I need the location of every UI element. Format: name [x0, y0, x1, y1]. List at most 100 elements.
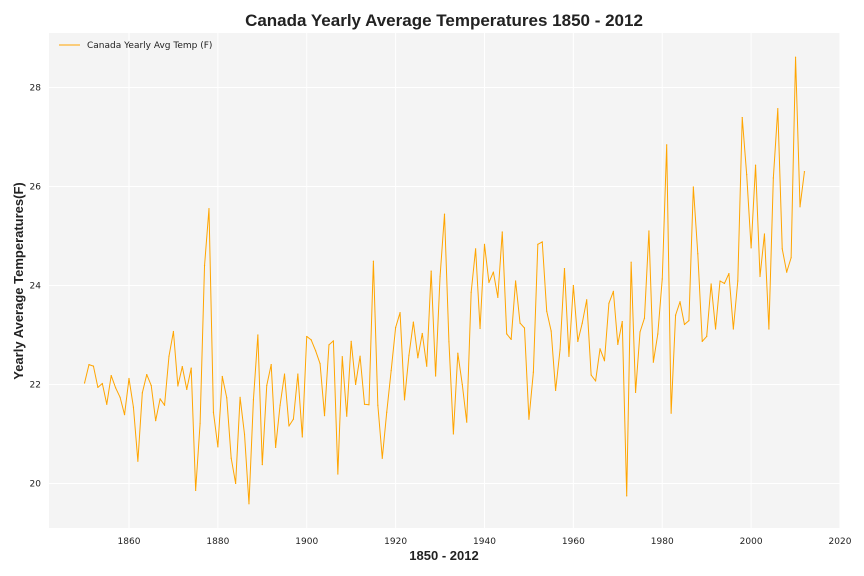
- data-point: [252, 399, 255, 401]
- data-point: [306, 335, 308, 338]
- data-point: [568, 355, 570, 357]
- data-point: [190, 367, 192, 369]
- data-point: [390, 369, 392, 372]
- x-tick-label: 2000: [740, 537, 763, 547]
- data-point: [301, 436, 303, 438]
- data-point: [714, 328, 717, 330]
- data-point: [546, 310, 548, 312]
- x-tick-label: 1860: [118, 537, 141, 547]
- y-tick-label: 26: [30, 182, 42, 192]
- data-point: [515, 280, 517, 282]
- data-point: [781, 248, 783, 250]
- data-point: [732, 328, 734, 330]
- data-point: [492, 271, 494, 273]
- data-point: [83, 382, 86, 384]
- data-point: [746, 173, 748, 176]
- data-point: [88, 364, 90, 366]
- data-point: [777, 108, 779, 110]
- x-tick-label: 1920: [384, 537, 407, 547]
- data-point: [657, 333, 659, 335]
- data-point: [332, 340, 334, 342]
- data-point: [323, 415, 326, 417]
- data-point: [177, 385, 179, 387]
- data-point: [603, 360, 606, 362]
- data-point: [386, 411, 388, 413]
- chart-title: Canada Yearly Average Temperatures 1850 …: [245, 11, 643, 30]
- x-tick-label: 1940: [473, 537, 496, 547]
- data-point: [563, 268, 566, 270]
- data-point: [612, 290, 614, 292]
- data-point: [346, 415, 348, 417]
- data-point: [617, 343, 619, 345]
- data-point: [710, 283, 712, 285]
- data-point: [470, 291, 472, 293]
- data-point: [399, 312, 401, 314]
- data-point: [483, 243, 486, 245]
- data-point: [226, 397, 228, 399]
- x-axis-label: 1850 - 2012: [409, 548, 478, 563]
- data-point: [786, 271, 788, 273]
- data-point: [115, 387, 117, 389]
- y-tick-labels: 20 22 24 26 28: [30, 83, 42, 489]
- data-point: [439, 275, 441, 278]
- data-point: [510, 338, 512, 341]
- data-point: [759, 275, 761, 278]
- x-tick-label: 1900: [295, 537, 318, 547]
- data-point: [203, 265, 206, 267]
- data-point: [92, 365, 95, 367]
- data-point: [577, 340, 579, 342]
- data-point: [643, 317, 646, 319]
- x-tick-labels: 1860 1880 1900 1920 1940 1960 1980 2000 2020: [118, 537, 852, 547]
- data-point: [772, 177, 774, 179]
- y-tick-label: 28: [30, 83, 42, 93]
- data-point: [501, 231, 503, 233]
- data-point: [803, 171, 806, 173]
- data-point: [239, 396, 241, 398]
- data-point: [674, 314, 677, 316]
- data-point: [315, 350, 317, 352]
- data-point: [670, 412, 672, 414]
- data-point: [199, 422, 201, 425]
- data-point: [794, 56, 797, 58]
- data-point: [395, 326, 397, 329]
- data-point: [750, 247, 752, 249]
- data-point: [452, 433, 454, 435]
- data-point: [283, 373, 286, 375]
- data-point: [426, 365, 428, 367]
- data-point: [275, 446, 277, 448]
- y-tick-label: 20: [30, 479, 42, 489]
- data-point: [634, 391, 637, 393]
- data-point: [168, 355, 170, 357]
- data-point: [235, 482, 237, 485]
- data-point: [186, 388, 188, 390]
- data-point: [212, 411, 215, 413]
- legend: Canada Yearly Avg Temp (F): [59, 41, 212, 51]
- data-point: [466, 421, 468, 423]
- data-point: [337, 473, 339, 475]
- data-point: [754, 164, 757, 166]
- data-point: [106, 403, 108, 405]
- data-point: [737, 280, 739, 282]
- data-point: [506, 333, 508, 335]
- data-point: [412, 321, 414, 323]
- data-point: [461, 383, 463, 386]
- data-point: [697, 253, 699, 255]
- data-point: [248, 503, 250, 505]
- data-point: [141, 392, 143, 394]
- data-point: [666, 144, 668, 146]
- data-point: [128, 377, 130, 380]
- data-point: [763, 233, 766, 235]
- data-point: [163, 404, 166, 406]
- x-tick-label: 2020: [829, 537, 852, 547]
- data-point: [350, 340, 352, 342]
- data-point: [639, 331, 641, 333]
- data-point: [457, 352, 459, 354]
- data-point: [497, 296, 499, 298]
- data-point: [155, 419, 157, 422]
- data-point: [475, 248, 477, 250]
- y-axis-label: Yearly Average Temperatures(F): [11, 182, 26, 380]
- data-point: [279, 404, 281, 406]
- data-point: [221, 375, 223, 378]
- data-point: [435, 375, 437, 377]
- data-point: [723, 282, 726, 285]
